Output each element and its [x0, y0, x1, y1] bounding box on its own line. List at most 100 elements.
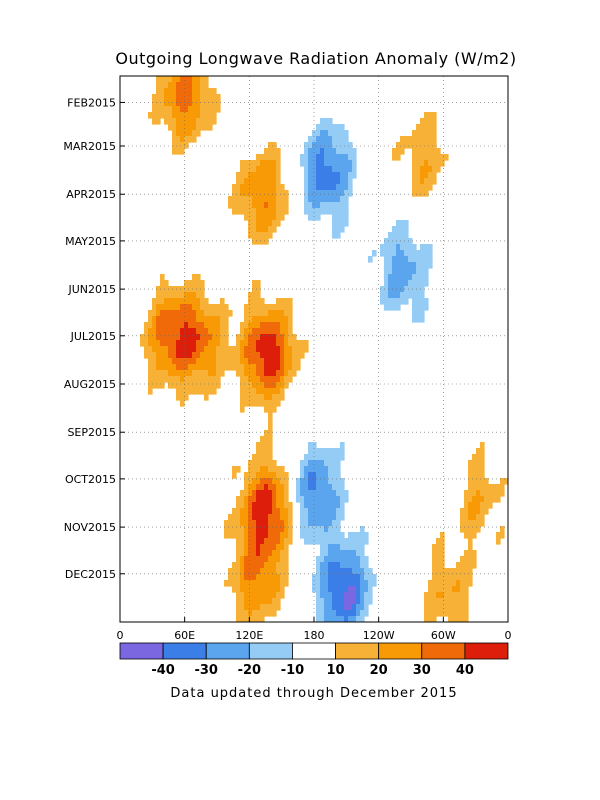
anomaly-cell: [476, 502, 481, 509]
anomaly-cell: [256, 346, 261, 353]
anomaly-cell: [260, 502, 265, 509]
anomaly-cell: [252, 190, 257, 197]
anomaly-cell: [332, 166, 337, 173]
anomaly-cell: [180, 112, 185, 119]
anomaly-cell: [168, 124, 173, 131]
anomaly-cell: [220, 304, 225, 311]
anomaly-cell: [244, 208, 249, 215]
anomaly-cell: [264, 508, 269, 515]
anomaly-cell: [256, 472, 261, 479]
anomaly-cell: [268, 328, 273, 335]
anomaly-cell: [256, 454, 261, 461]
anomaly-cell: [284, 208, 289, 215]
anomaly-cell: [348, 562, 353, 569]
anomaly-cell: [352, 568, 357, 575]
anomaly-cell: [260, 448, 265, 455]
anomaly-cell: [332, 184, 337, 191]
anomaly-cell: [472, 466, 477, 473]
anomaly-cell: [176, 124, 181, 131]
anomaly-cell: [452, 568, 457, 575]
anomaly-cell: [240, 322, 245, 329]
anomaly-cell: [264, 394, 269, 401]
anomaly-cell: [148, 310, 153, 317]
anomaly-cell: [264, 184, 269, 191]
anomaly-cell: [364, 556, 369, 563]
anomaly-cell: [160, 94, 165, 101]
anomaly-cell: [344, 196, 349, 203]
anomaly-cell: [180, 340, 185, 347]
anomaly-cell: [340, 226, 345, 233]
anomaly-cell: [196, 112, 201, 119]
anomaly-cell: [392, 274, 397, 281]
anomaly-cell: [352, 562, 357, 569]
anomaly-cell: [408, 244, 413, 251]
anomaly-cell: [184, 388, 189, 395]
anomaly-cell: [304, 472, 309, 479]
anomaly-cell: [432, 610, 437, 617]
anomaly-cell: [308, 454, 313, 461]
anomaly-cell: [300, 472, 305, 479]
anomaly-cell: [424, 166, 429, 173]
anomaly-cell: [312, 196, 317, 203]
anomaly-cell: [280, 298, 285, 305]
anomaly-cell: [324, 484, 329, 491]
anomaly-cell: [332, 544, 337, 551]
anomaly-cell: [336, 130, 341, 137]
anomaly-cell: [424, 112, 429, 119]
anomaly-cell: [260, 568, 265, 575]
anomaly-cell: [408, 142, 413, 149]
anomaly-cell: [352, 172, 357, 179]
anomaly-cell: [432, 154, 437, 161]
anomaly-cell: [168, 352, 173, 359]
anomaly-cell: [364, 592, 369, 599]
anomaly-cell: [248, 190, 253, 197]
anomaly-cell: [344, 616, 349, 622]
anomaly-cell: [308, 136, 313, 143]
anomaly-cell: [236, 604, 241, 611]
anomaly-cell: [428, 160, 433, 167]
anomaly-cell: [308, 166, 313, 173]
anomaly-cell: [168, 358, 173, 365]
anomaly-cell: [196, 382, 201, 389]
anomaly-cell: [312, 520, 317, 527]
anomaly-cell: [328, 502, 333, 509]
anomaly-cell: [316, 556, 321, 563]
anomaly-cell: [324, 478, 329, 485]
anomaly-cell: [276, 592, 281, 599]
anomaly-cell: [260, 574, 265, 581]
anomaly-cell: [336, 610, 341, 617]
anomaly-cell: [256, 508, 261, 515]
anomaly-cell: [300, 514, 305, 521]
anomaly-cell: [424, 250, 429, 257]
anomaly-cell: [260, 328, 265, 335]
anomaly-cell: [332, 190, 337, 197]
anomaly-cell: [164, 112, 169, 119]
anomaly-cell: [328, 130, 333, 137]
anomaly-cell: [420, 280, 425, 287]
anomaly-cell: [268, 316, 273, 323]
anomaly-cell: [444, 592, 449, 599]
anomaly-cell: [232, 364, 237, 371]
anomaly-cell: [332, 124, 337, 131]
anomaly-cell: [308, 184, 313, 191]
anomaly-cell: [180, 328, 185, 335]
anomaly-cell: [468, 460, 473, 467]
anomaly-cell: [256, 208, 261, 215]
anomaly-cell: [412, 178, 417, 185]
anomaly-cell: [236, 466, 241, 473]
anomaly-cell: [184, 316, 189, 323]
anomaly-cell: [204, 88, 209, 95]
anomaly-cell: [336, 226, 341, 233]
anomaly-cell: [172, 286, 177, 293]
anomaly-cell: [428, 148, 433, 155]
anomaly-cell: [352, 580, 357, 587]
anomaly-cell: [252, 556, 257, 563]
anomaly-cell: [268, 178, 273, 185]
anomaly-cell: [252, 352, 257, 359]
anomaly-cell: [256, 298, 261, 305]
anomaly-cell: [436, 148, 441, 155]
anomaly-cell: [392, 286, 397, 293]
anomaly-cell: [240, 568, 245, 575]
anomaly-cell: [200, 304, 205, 311]
anomaly-cell: [252, 538, 257, 545]
